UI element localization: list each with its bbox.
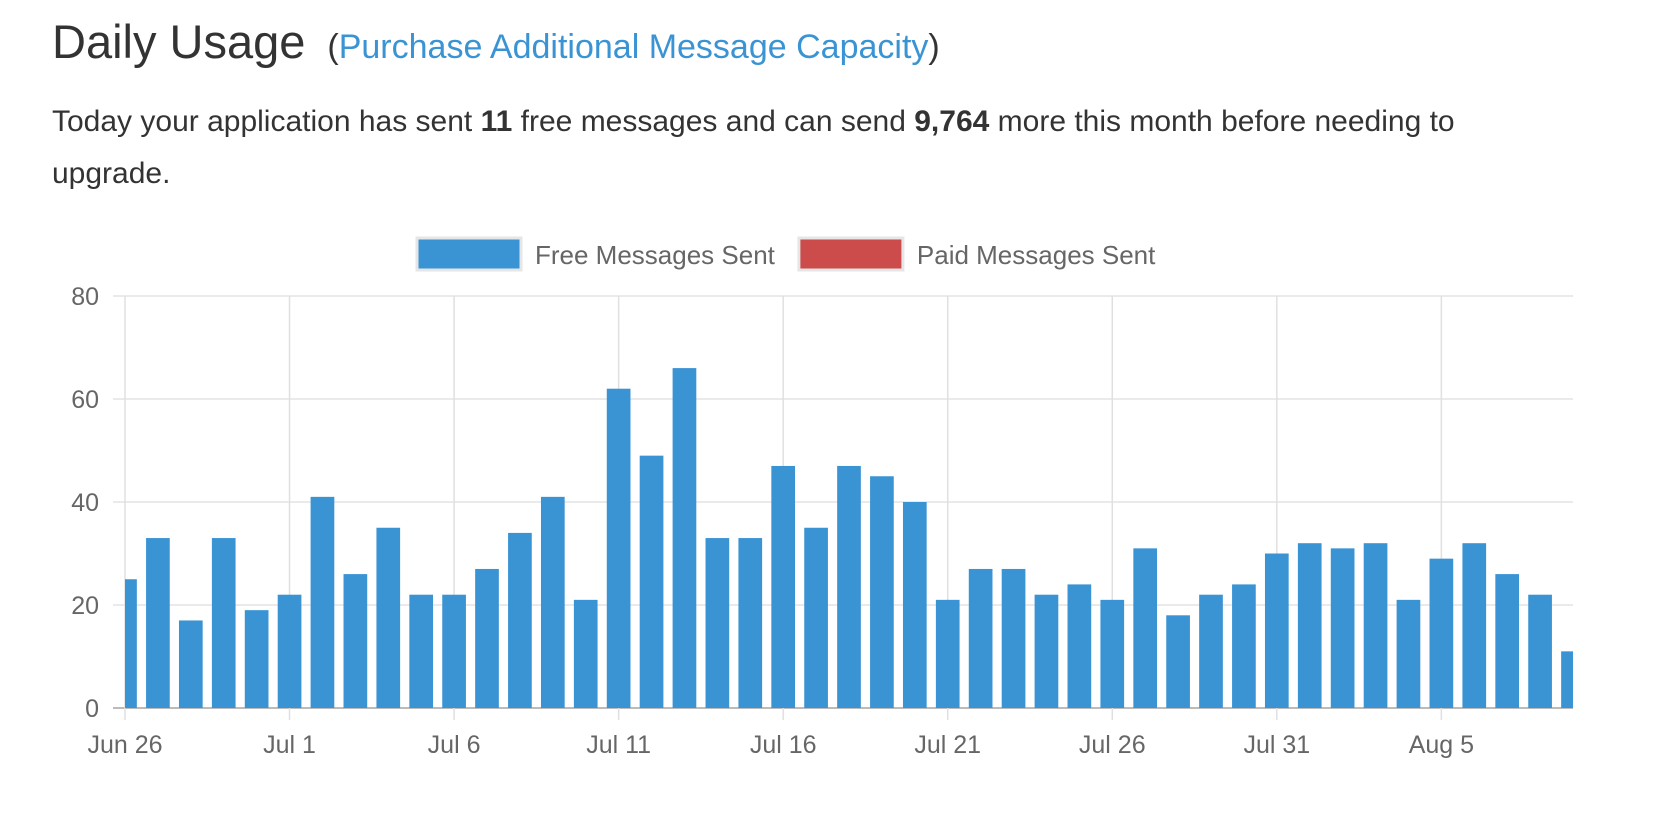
bar-free-messages-sent — [1528, 594, 1552, 708]
summary-text-2: free messages and can send — [512, 105, 915, 138]
bar-free-messages-sent — [935, 599, 960, 708]
legend-label: Free Messages Sent — [535, 240, 776, 270]
bar-free-messages-sent — [409, 594, 434, 708]
bar-free-messages-sent — [178, 620, 203, 708]
bar-free-messages-sent — [376, 527, 401, 708]
bar-free-messages-sent — [540, 496, 565, 708]
bar-free-messages-sent — [1001, 568, 1026, 708]
bar-free-messages-sent — [870, 476, 894, 708]
x-tick-label: Jun 26 — [87, 731, 162, 759]
bar-free-messages-sent — [277, 594, 302, 708]
bar-free-messages-sent — [1561, 651, 1573, 708]
bar-free-messages-sent — [1495, 574, 1520, 708]
paren-close: ) — [928, 28, 940, 66]
x-tick-label: Aug 5 — [1409, 731, 1474, 759]
bar-free-messages-sent — [639, 455, 664, 708]
purchase-link-wrapper: (Purchase Additional Message Capacity) — [327, 28, 939, 66]
usage-summary: Today your application has sent 11 free … — [52, 96, 1572, 200]
x-tick-label: Jul 6 — [428, 731, 481, 759]
bar-free-messages-sent — [1264, 553, 1289, 708]
legend-label: Paid Messages Sent — [917, 240, 1156, 270]
summary-text-1: Today your application has sent — [52, 105, 481, 138]
title-text: Daily Usage — [52, 15, 306, 68]
bar-free-messages-sent — [343, 574, 368, 708]
bar-free-messages-sent — [442, 594, 466, 708]
bar-free-messages-sent — [475, 568, 499, 708]
bar-free-messages-sent — [1429, 558, 1454, 708]
bar-free-messages-sent — [1199, 594, 1223, 708]
bar-free-messages-sent — [1166, 615, 1190, 708]
bar-free-messages-sent — [738, 538, 763, 708]
y-tick-label: 60 — [71, 386, 99, 414]
legend-item[interactable]: Free Messages Sent — [415, 236, 776, 272]
x-tick-label: Jul 16 — [750, 731, 817, 759]
legend-item[interactable]: Paid Messages Sent — [797, 236, 1156, 272]
y-tick-label: 0 — [85, 695, 99, 723]
bar-free-messages-sent — [1067, 584, 1092, 708]
bar-free-messages-sent — [211, 538, 236, 708]
x-tick-label: Jul 1 — [263, 731, 316, 759]
page-title: Daily Usage (Purchase Additional Message … — [52, 14, 940, 69]
remaining-count: 9,764 — [914, 105, 990, 138]
bar-free-messages-sent — [1133, 548, 1158, 708]
bar-free-messages-sent — [1462, 543, 1487, 708]
bar-free-messages-sent — [508, 532, 532, 708]
legend-swatch — [797, 236, 905, 272]
bar-free-messages-sent — [672, 368, 697, 708]
bar-free-messages-sent — [125, 579, 137, 708]
x-tick-label: Jul 21 — [914, 731, 981, 759]
bar-free-messages-sent — [1396, 599, 1421, 708]
bar-free-messages-sent — [1297, 543, 1322, 708]
bar-free-messages-sent — [310, 496, 335, 708]
bar-free-messages-sent — [902, 502, 927, 708]
bar-free-messages-sent — [837, 465, 861, 708]
purchase-capacity-link[interactable]: Purchase Additional Message Capacity — [338, 28, 929, 66]
summary-text-3: more this month before needing to upgrad… — [52, 105, 1455, 190]
bar-free-messages-sent — [1034, 594, 1059, 708]
bar-free-messages-sent — [804, 527, 828, 708]
bar-free-messages-sent — [573, 599, 598, 708]
bar-free-messages-sent — [1232, 584, 1256, 708]
bar-free-messages-sent — [1330, 548, 1355, 708]
sent-today-count: 11 — [480, 105, 513, 138]
bar-free-messages-sent — [968, 568, 993, 708]
bar-free-messages-sent — [771, 465, 796, 708]
x-tick-label: Jul 11 — [586, 731, 651, 759]
x-tick-label: Jul 26 — [1079, 731, 1146, 759]
y-tick-label: 40 — [71, 489, 99, 517]
bar-free-messages-sent — [1100, 599, 1125, 708]
y-tick-label: 20 — [71, 592, 99, 620]
bar-free-messages-sent — [244, 610, 269, 708]
bar-free-messages-sent — [1363, 543, 1388, 708]
y-tick-label: 80 — [71, 283, 99, 311]
bar-free-messages-sent — [146, 538, 170, 708]
x-tick-label: Jul 31 — [1243, 731, 1310, 759]
bar-free-messages-sent — [606, 388, 631, 708]
paren-open: ( — [327, 28, 339, 66]
legend-swatch — [415, 236, 523, 272]
bar-free-messages-sent — [705, 538, 730, 708]
